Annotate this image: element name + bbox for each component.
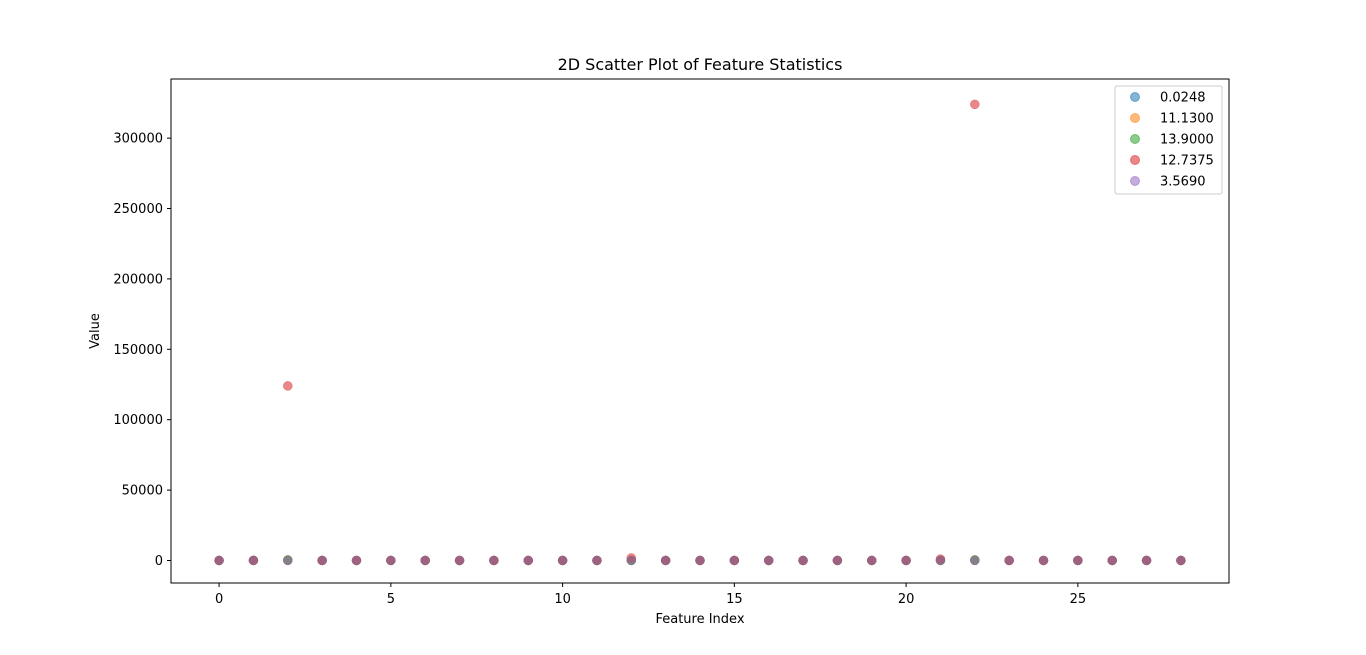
- data-point: [626, 555, 637, 566]
- data-point: [695, 555, 705, 566]
- y-axis-label: Value: [88, 313, 103, 349]
- y-axis: 0 50000 100000 150000 200000 250000 300000: [113, 132, 171, 569]
- data-point: [489, 555, 499, 566]
- data-point: [420, 555, 430, 566]
- data-point: [970, 99, 980, 110]
- legend-marker: [1130, 176, 1140, 186]
- x-tick-label: 5: [387, 592, 395, 607]
- legend-marker: [1130, 155, 1140, 165]
- data-point: [351, 555, 362, 566]
- legend-marker: [1130, 92, 1140, 102]
- data-point: [763, 555, 774, 566]
- data-point: [283, 555, 293, 566]
- legend-label: 12.7375: [1160, 154, 1214, 169]
- data-point: [283, 381, 293, 391]
- x-tick-label: 25: [1070, 592, 1087, 607]
- legend-label: 11.1300: [1160, 112, 1214, 127]
- legend-label: 3.5690: [1160, 175, 1206, 190]
- y-tick-label: 200000: [113, 272, 163, 287]
- y-tick-label: 100000: [113, 413, 163, 428]
- chart-title: 2D Scatter Plot of Feature Statistics: [558, 55, 843, 74]
- y-tick-label: 250000: [113, 202, 163, 217]
- data-point: [1141, 555, 1152, 566]
- legend-label: 0.0248: [1160, 91, 1206, 106]
- data-point: [1004, 555, 1014, 566]
- data-point: [660, 555, 671, 566]
- data-point: [523, 555, 533, 566]
- x-axis: 0 5 10 15 20 25: [215, 583, 1086, 607]
- x-axis-label: Feature Index: [655, 612, 744, 627]
- data-point: [729, 555, 740, 566]
- data-point: [970, 555, 980, 566]
- data-point: [901, 555, 911, 566]
- x-tick-label: 20: [898, 592, 915, 607]
- data-point: [557, 555, 568, 566]
- x-tick-label: 15: [726, 592, 743, 607]
- data-point: [935, 555, 946, 566]
- data-point: [867, 555, 877, 566]
- plot-frame: [170, 78, 1230, 584]
- y-tick-label: 0: [155, 554, 163, 569]
- data-point: [1038, 555, 1049, 566]
- x-tick-label: 10: [554, 592, 571, 607]
- y-tick-label: 300000: [113, 132, 163, 147]
- data-point: [1073, 555, 1083, 566]
- data-point: [832, 555, 843, 566]
- y-tick-label: 150000: [113, 343, 163, 358]
- legend-box: [1114, 85, 1223, 195]
- data-point: [454, 555, 465, 566]
- data-point: [386, 555, 396, 566]
- data-point: [1176, 555, 1186, 566]
- data-point: [248, 555, 259, 566]
- x-tick-label: 0: [215, 592, 223, 607]
- points-layer: [214, 99, 1186, 566]
- legend-label: 13.9000: [1160, 133, 1214, 148]
- data-point: [317, 555, 327, 566]
- legend: 0.0248 11.1300 13.9000 12.7375 3.5690: [1114, 85, 1223, 195]
- data-point: [214, 555, 224, 566]
- data-point: [592, 555, 602, 566]
- data-point: [1107, 555, 1117, 566]
- legend-marker: [1130, 134, 1140, 144]
- y-tick-label: 50000: [122, 484, 163, 499]
- data-point: [798, 555, 808, 566]
- legend-marker: [1130, 113, 1140, 123]
